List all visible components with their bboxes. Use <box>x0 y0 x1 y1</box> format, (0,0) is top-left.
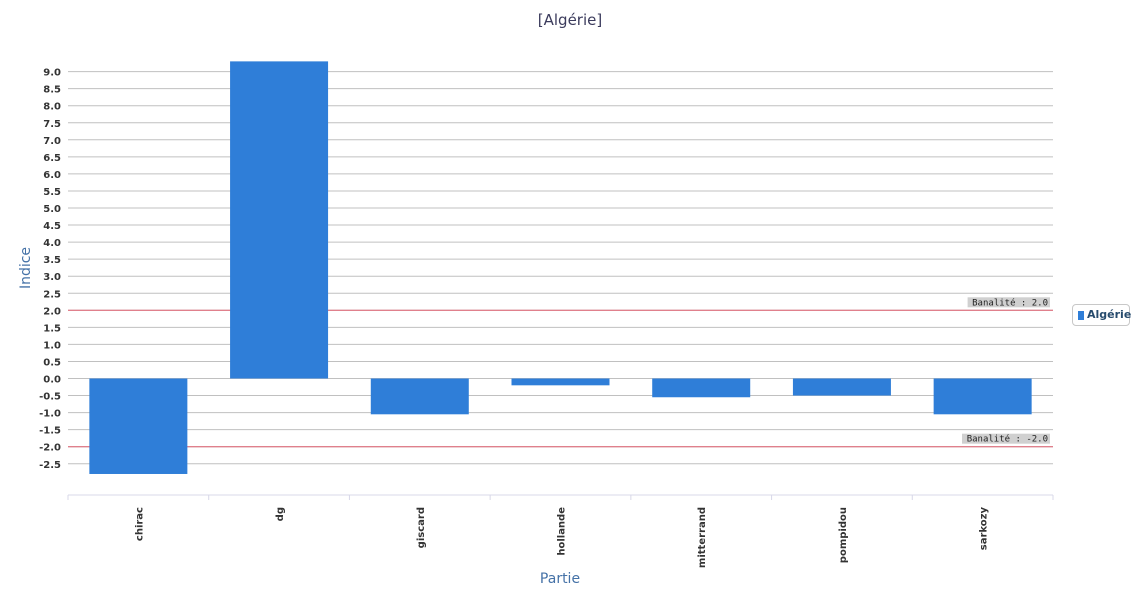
y-tick-label: -1.5 <box>39 426 61 437</box>
y-tick-label: 0.5 <box>43 357 61 368</box>
y-tick-label: 3.0 <box>43 272 61 283</box>
x-tick-label: chirac <box>134 507 145 541</box>
y-tick-label: 0.0 <box>43 375 61 386</box>
grid <box>68 72 1053 495</box>
y-tick-label: 4.5 <box>43 221 61 232</box>
y-tick-label: 5.5 <box>43 187 61 198</box>
bar-hollande[interactable] <box>512 379 610 386</box>
x-tick-label: dg <box>275 507 286 521</box>
y-tick-label: 1.0 <box>43 340 61 351</box>
bar-giscard[interactable] <box>371 379 469 415</box>
y-axis-ticks: 9.0 8.5 8.0 7.5 7.0 6.5 6.0 5.5 5.0 4.5 4.0 3.5 3.0 2… <box>39 68 61 471</box>
x-axis-title: Partie <box>540 571 580 587</box>
x-axis-ticks: chirac dg giscard hollande mitterrand pompido… <box>68 495 1053 568</box>
legend-swatch <box>1078 311 1084 320</box>
chart-title: [Algérie] <box>538 11 602 29</box>
x-tick-label: mitterrand <box>697 507 708 568</box>
y-tick-label: 2.5 <box>43 289 61 300</box>
x-tick-label: giscard <box>416 507 427 548</box>
y-tick-label: 7.5 <box>43 119 61 130</box>
y-tick-label: 7.0 <box>43 136 61 147</box>
y-tick-label: 4.0 <box>43 238 61 249</box>
y-tick-label: -2.5 <box>39 460 61 471</box>
bar-chirac[interactable] <box>89 379 187 474</box>
y-tick-label: 8.5 <box>43 85 61 96</box>
y-tick-label: -2.0 <box>39 443 61 454</box>
y-tick-label: 8.0 <box>43 102 61 113</box>
y-tick-label: -1.0 <box>39 409 61 420</box>
plot-lines: Banalité : 2.0 Banalité : -2.0 <box>68 297 1053 446</box>
y-tick-label: -0.5 <box>39 392 61 403</box>
legend-label: Algérie <box>1087 308 1131 321</box>
bar-pompidou[interactable] <box>793 379 891 396</box>
legend[interactable]: Algérie <box>1072 304 1130 326</box>
bar-mitterrand[interactable] <box>652 379 750 398</box>
y-tick-label: 6.0 <box>43 170 61 181</box>
y-tick-label: 9.0 <box>43 68 61 79</box>
y-tick-label: 1.5 <box>43 323 61 334</box>
x-tick-label: pompidou <box>838 507 849 563</box>
y-tick-label: 5.0 <box>43 204 61 215</box>
y-tick-label: 6.5 <box>43 153 61 164</box>
y-tick-label: 2.0 <box>43 306 61 317</box>
x-tick-label: sarkozy <box>979 507 990 551</box>
y-tick-label: 3.5 <box>43 255 61 266</box>
bars <box>89 61 1031 474</box>
bar-dg[interactable] <box>230 61 328 378</box>
bar-sarkozy[interactable] <box>934 379 1032 415</box>
plot-line-label: Banalité : 2.0 <box>972 297 1048 308</box>
y-axis-title: Indice <box>18 247 34 289</box>
x-tick-label: hollande <box>557 507 568 556</box>
plot-line-label: Banalité : -2.0 <box>967 434 1048 445</box>
